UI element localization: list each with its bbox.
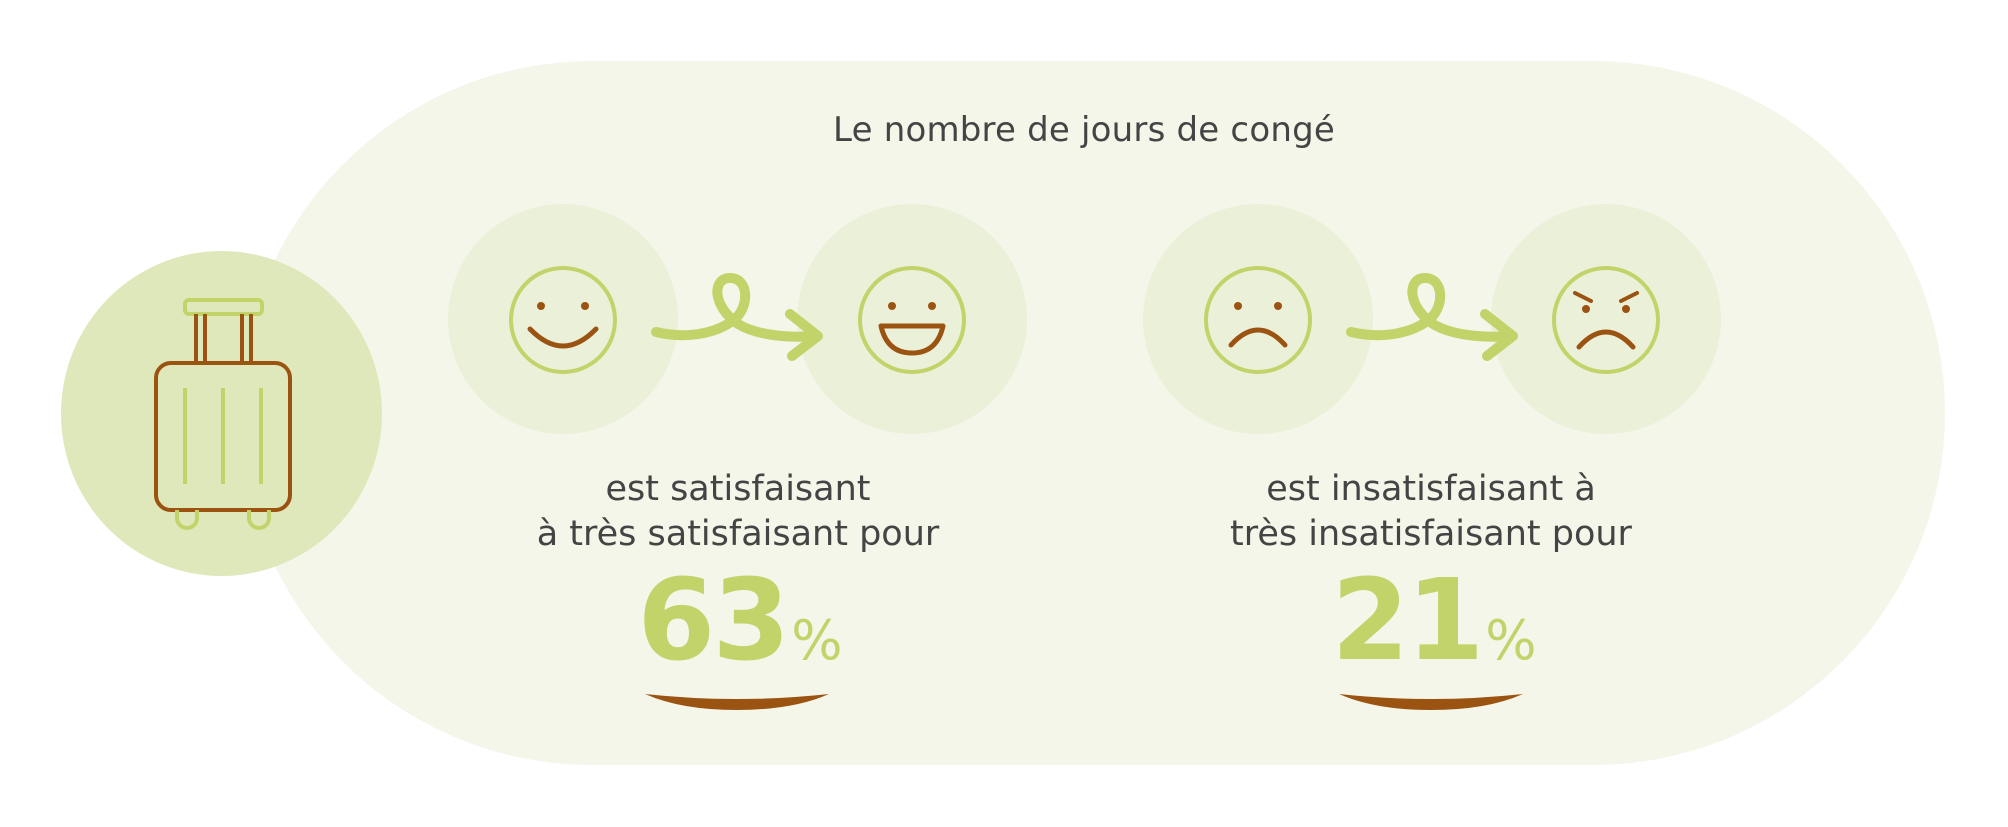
satisfied-percentage: 63% bbox=[560, 556, 920, 686]
face-background bbox=[448, 204, 678, 434]
percentage-value: 63 bbox=[637, 556, 790, 686]
grinning-face-icon bbox=[858, 266, 966, 374]
angry-face-icon bbox=[1552, 266, 1660, 374]
suitcase-icon bbox=[154, 298, 292, 530]
caption-line: très insatisfaisant pour bbox=[1230, 514, 1632, 554]
percentage-unit: % bbox=[1485, 609, 1537, 672]
suitcase-badge bbox=[61, 251, 382, 576]
underline-swoosh bbox=[645, 694, 829, 710]
frowning-face-icon bbox=[1204, 266, 1312, 374]
underline-swoosh bbox=[1339, 694, 1523, 710]
face-background bbox=[1491, 204, 1721, 434]
curly-arrow-icon bbox=[1346, 272, 1518, 361]
dissatisfied-caption: est insatisfaisant à très insatisfaisant… bbox=[1196, 467, 1666, 557]
page-title: Le nombre de jours de congé bbox=[833, 110, 1335, 150]
caption-line: est insatisfaisant à bbox=[1266, 469, 1596, 509]
dissatisfied-percentage: 21% bbox=[1254, 556, 1614, 686]
face-background bbox=[1143, 204, 1373, 434]
curly-arrow-icon bbox=[651, 272, 823, 361]
face-background bbox=[797, 204, 1027, 434]
caption-line: à très satisfaisant pour bbox=[536, 514, 940, 554]
percentage-unit: % bbox=[791, 609, 843, 672]
percentage-value: 21 bbox=[1331, 556, 1484, 686]
caption-line: est satisfaisant bbox=[605, 469, 871, 509]
satisfied-caption: est satisfaisant à très satisfaisant pou… bbox=[503, 467, 973, 557]
smiling-face-icon bbox=[509, 266, 617, 374]
background-panel bbox=[240, 61, 1945, 765]
